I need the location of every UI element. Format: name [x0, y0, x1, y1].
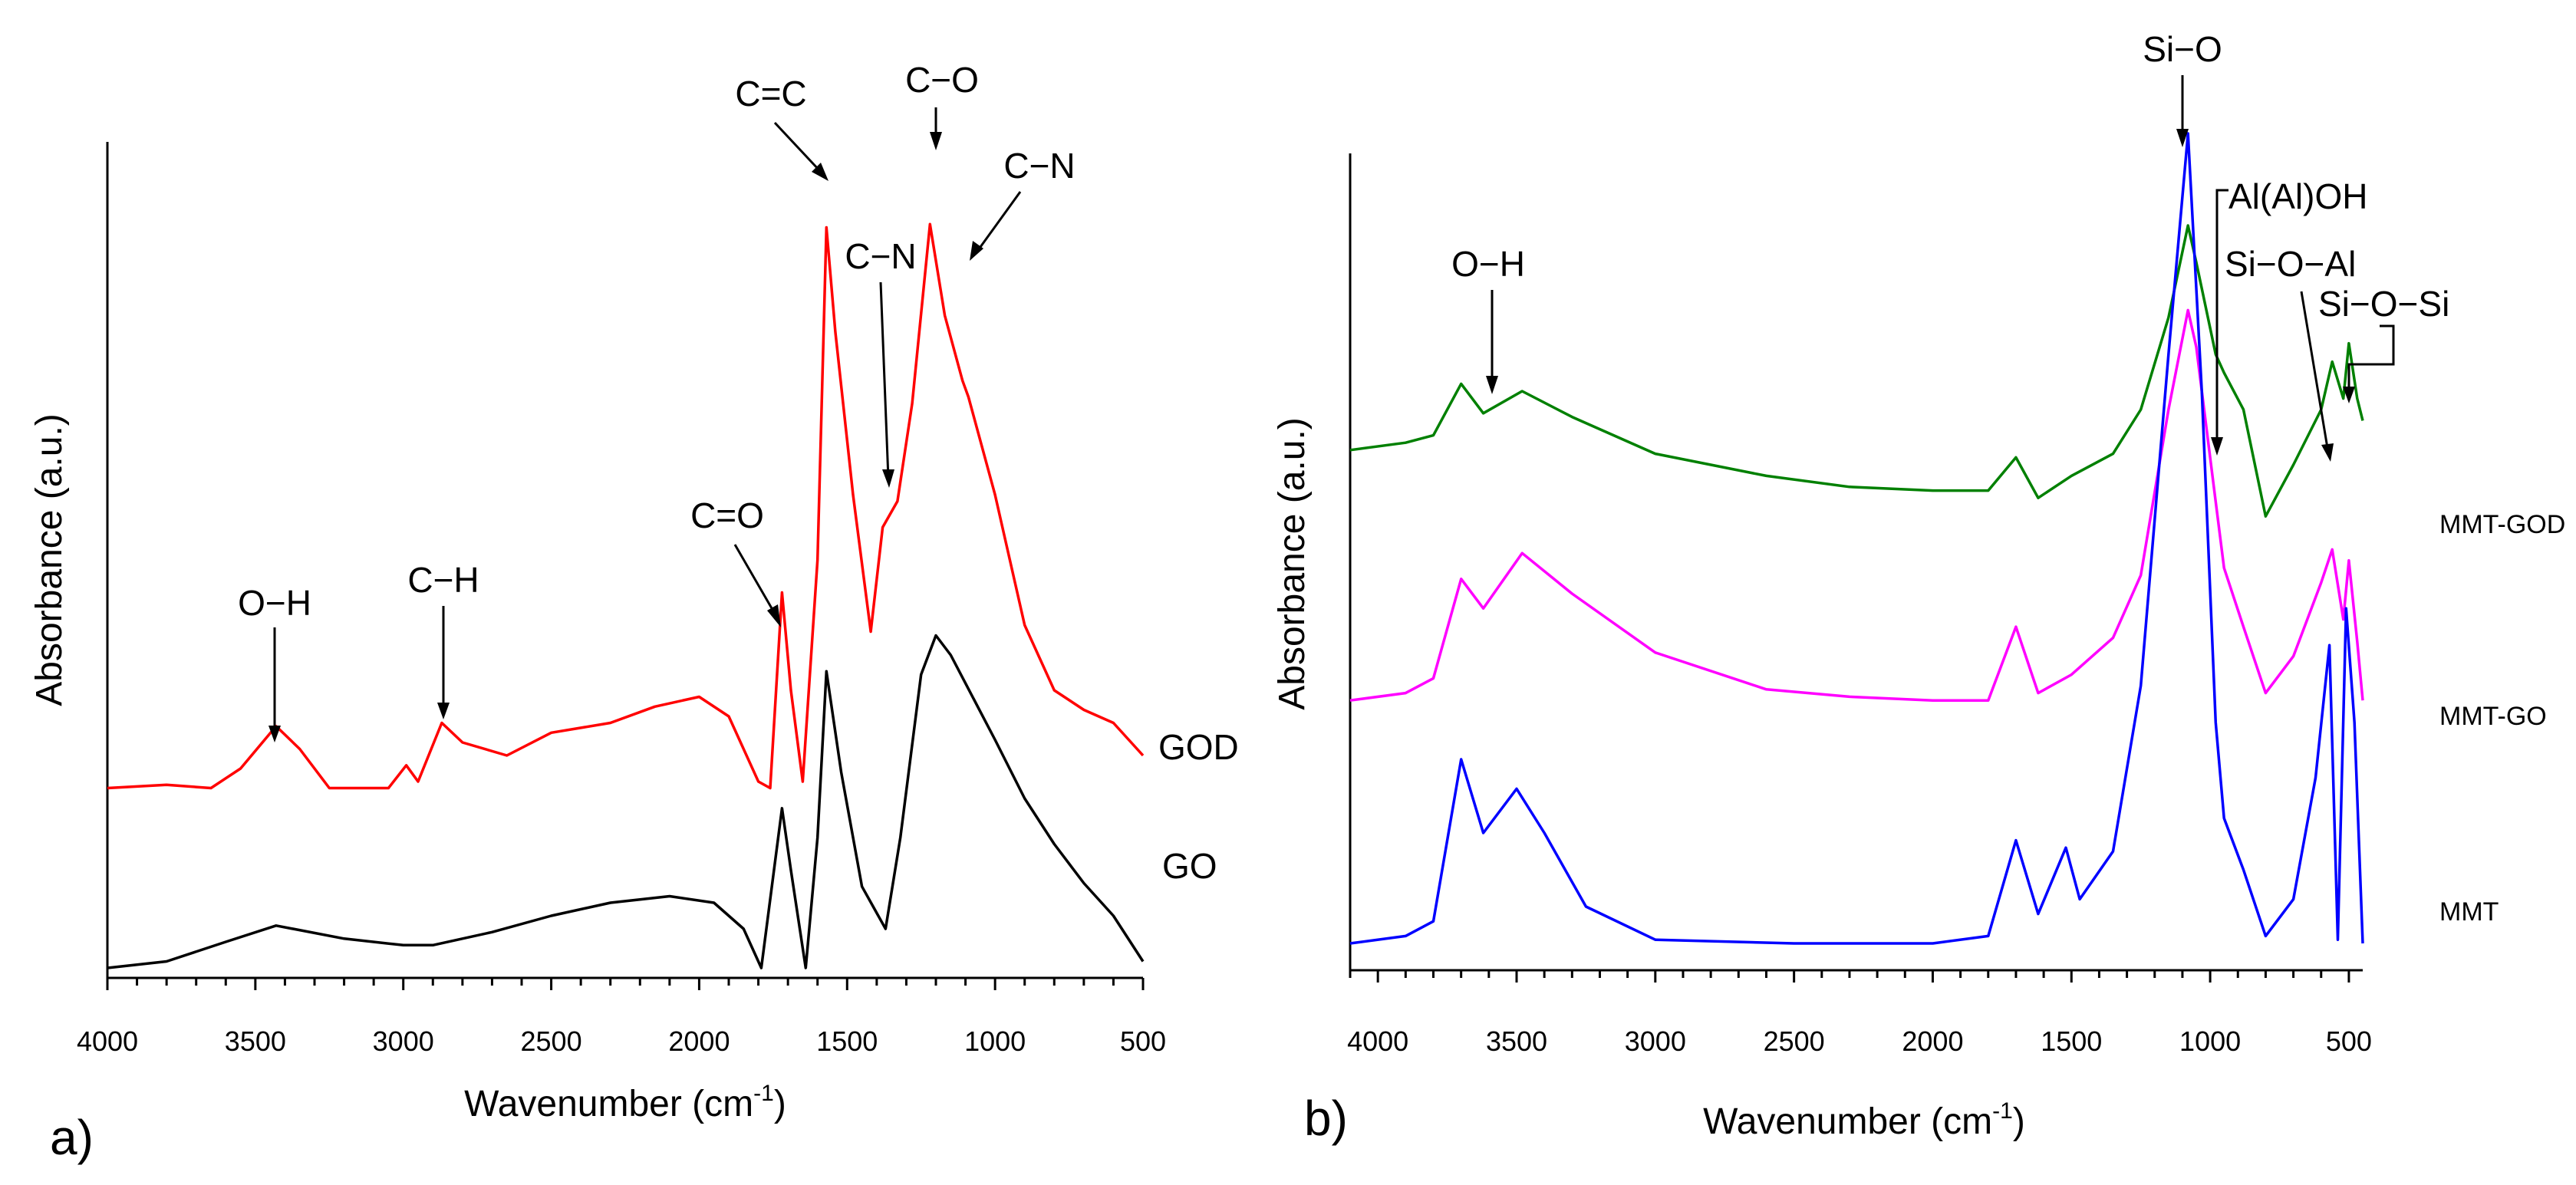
series-label-mmt-go: MMT-GO — [2439, 702, 2547, 731]
panel-b-annotations: O−H Si−O Al(Al)OH Si−O−Al Si−O−Si — [1451, 29, 2449, 462]
annotation-ch-a: C−H — [407, 560, 479, 600]
arrowhead — [2343, 387, 2355, 403]
series-label-mmt-god: MMT-GOD — [2439, 510, 2565, 539]
annotation-arrow — [733, 544, 776, 614]
arrowhead — [268, 726, 281, 742]
series-line-mmt — [1349, 132, 2364, 945]
panel-b-letter: b) — [1304, 1091, 1348, 1146]
series-line-mmt-go — [1349, 308, 2364, 702]
x-tick-label: 2500 — [521, 1025, 582, 1057]
x-tick-label: 3000 — [1625, 1025, 1686, 1057]
annotation-sioal-b: Si−O−Al — [2225, 244, 2356, 284]
arrowhead — [970, 241, 983, 261]
arrowhead — [882, 469, 894, 488]
x-tick-label: 500 — [2326, 1025, 2372, 1057]
arrowhead — [2321, 443, 2334, 462]
annotation-arrow — [979, 191, 1022, 248]
annotation-arrow — [2300, 291, 2330, 453]
annotation-cn-right-a: C−N — [1003, 146, 1075, 186]
x-tick-label: 1000 — [964, 1025, 1026, 1057]
annotation-cn-left-a: C−N — [845, 236, 916, 276]
panel-a: 4000 3500 3000 2500 2000 1500 1000 500 Absorban… — [29, 60, 1239, 1165]
annotation-alaloh-b: Al(Al)OH — [2228, 176, 2367, 216]
arrowhead — [2176, 129, 2189, 147]
series-line-go — [107, 634, 1145, 969]
x-tick-label: 3000 — [373, 1025, 434, 1057]
panel-a-series — [107, 222, 1145, 969]
arrowhead — [812, 163, 828, 181]
panel-a-y-axis-title: Absorbance (a.u.) — [29, 413, 70, 706]
x-tick-label: 2500 — [1764, 1025, 1825, 1057]
x-tick-label: 1500 — [816, 1025, 878, 1057]
annotation-bracket — [2347, 324, 2395, 391]
annotation-oh-b: O−H — [1451, 244, 1525, 284]
x-tick-label: 4000 — [77, 1025, 138, 1057]
panel-b-x-ticks: 4000 3500 3000 2500 2000 1500 1000 500 — [1347, 970, 2372, 1057]
annotation-co-a: C−O — [905, 60, 979, 100]
arrowhead — [930, 132, 942, 150]
panel-b-x-axis-title: Wavenumber (cm-1) — [1703, 1098, 2025, 1142]
arrowhead — [2211, 437, 2223, 456]
x-tick-label: 3500 — [1486, 1025, 1547, 1057]
x-tick-label: 500 — [1120, 1025, 1166, 1057]
x-tick-label: 4000 — [1347, 1025, 1408, 1057]
arrowhead — [1486, 376, 1498, 394]
annotation-arrow — [879, 281, 890, 479]
panel-b: 4000 3500 3000 2500 2000 1500 1000 500 Absorban… — [1272, 29, 2565, 1146]
annotation-siosi-b: Si−O−Si — [2318, 284, 2449, 324]
series-line-god — [107, 222, 1145, 790]
x-tick-label: 1500 — [2041, 1025, 2102, 1057]
panel-b-y-axis-title: Absorbance (a.u.) — [1272, 417, 1313, 710]
series-label-go: GO — [1162, 846, 1217, 886]
series-label-mmt: MMT — [2439, 897, 2499, 927]
annotation-bracket — [2215, 189, 2228, 443]
x-tick-label: 3500 — [225, 1025, 286, 1057]
annotation-co-double-a: C=O — [690, 495, 764, 535]
arrowhead — [437, 703, 450, 719]
panel-a-annotations: O−H C−H C=O C=C C−N C−O C−N — [238, 60, 1076, 742]
annotation-sio-b: Si−O — [2143, 29, 2222, 69]
arrowhead — [767, 604, 781, 627]
x-tick-label: 2000 — [1902, 1025, 1963, 1057]
panel-a-letter: a) — [50, 1110, 94, 1165]
x-tick-label: 1000 — [2179, 1025, 2241, 1057]
annotation-oh-a: O−H — [238, 583, 311, 623]
annotation-cc-a: C=C — [735, 74, 806, 114]
panel-a-x-axis-title: Wavenumber (cm-1) — [464, 1081, 786, 1124]
annotation-arrow — [773, 121, 821, 172]
series-label-god: GOD — [1158, 727, 1239, 767]
x-tick-label: 2000 — [668, 1025, 730, 1057]
panel-a-x-ticks: 4000 3500 3000 2500 2000 1500 1000 500 — [77, 978, 1166, 1057]
